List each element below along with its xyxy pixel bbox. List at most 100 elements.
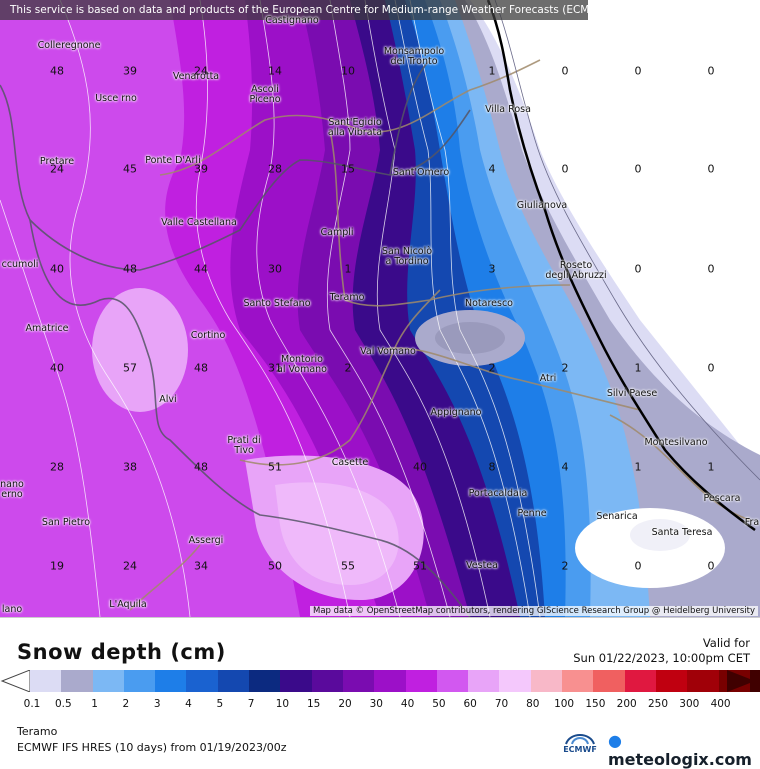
snow-depth-value: 48	[123, 262, 137, 276]
place-label: San Pietro	[41, 517, 91, 528]
place-label: Notaresco	[465, 298, 513, 309]
color-swatch	[92, 670, 124, 692]
color-swatch	[311, 670, 343, 692]
snow-depth-value: 3	[488, 262, 496, 276]
snow-depth-value: 48	[194, 460, 208, 474]
tick-label: 60	[463, 698, 477, 710]
place-label: Teramo	[329, 292, 365, 303]
place-label: Santo Stefano	[243, 298, 311, 309]
snow-depth-value: 0	[707, 162, 715, 176]
tick-label: 400	[710, 698, 731, 710]
snow-depth-value: 1	[488, 64, 496, 78]
place-label: Pretare	[39, 156, 75, 167]
snow-depth-value: 34	[194, 559, 208, 573]
snow-depth-value: 4	[561, 460, 569, 474]
snow-depth-value: 28	[268, 162, 282, 176]
tick-label: 1	[91, 698, 98, 710]
snow-depth-value: 24	[194, 64, 208, 78]
snow-depth-value: 24	[123, 559, 137, 573]
place-label: Sant'Omero	[392, 167, 450, 178]
legend-panel: Snow depth (cm) Valid for Sun 01/22/2023…	[0, 617, 760, 769]
ecmwf-logo-icon	[565, 734, 595, 745]
color-swatch	[374, 670, 406, 692]
place-label: Assergi	[188, 535, 224, 546]
tick-label: 70	[494, 698, 509, 710]
snow-depth-value: 0	[561, 64, 569, 78]
color-swatch	[562, 670, 594, 692]
place-label: Campli	[320, 227, 354, 238]
tick-label: 0.1	[23, 698, 41, 710]
place-label: Usce rno	[95, 93, 137, 104]
color-swatch	[624, 670, 656, 692]
place-label: Valle Castellana	[161, 217, 237, 228]
place-label: L'Aquila	[109, 599, 147, 610]
place-label: Vestea	[466, 560, 498, 571]
color-swatch	[687, 670, 719, 692]
meteologix-brand[interactable]: ● meteologix.com	[608, 731, 760, 769]
snow-depth-value: 0	[634, 162, 642, 176]
snow-depth-field	[0, 0, 760, 617]
color-scale	[30, 670, 760, 692]
place-label: Colleregnone	[37, 40, 101, 51]
snow-depth-value: 0	[707, 361, 715, 375]
place-label: Santa Teresa	[651, 527, 713, 538]
color-swatch	[499, 670, 531, 692]
snow-depth-value: 2	[488, 361, 496, 375]
tick-label: 30	[369, 698, 383, 710]
place-label: Giulianova	[516, 200, 568, 211]
color-swatch	[217, 670, 250, 692]
tick-label: 40	[400, 698, 415, 710]
snow-depth-value: 51	[413, 559, 427, 573]
place-label: Castignano	[265, 15, 319, 26]
tick-label: 20	[338, 698, 352, 710]
snow-depth-value: 1	[634, 361, 642, 375]
place-label: Roseto degli Abruzzi	[545, 260, 607, 281]
place-label: Monsampolo del Tronto	[383, 46, 445, 67]
place-label: Alvi	[159, 394, 177, 405]
tick-label: 200	[616, 698, 637, 710]
legend-right-arrow-icon	[727, 670, 755, 692]
place-label: Venarotta	[172, 71, 220, 82]
snow-depth-value: 48	[50, 64, 64, 78]
valid-time: Sun 01/22/2023, 10:00pm CET	[573, 651, 750, 665]
legend-title: Snow depth (cm)	[17, 640, 226, 664]
tick-label: 3	[153, 698, 161, 710]
snow-depth-value: 50	[268, 559, 282, 573]
tick-label: 2	[122, 698, 130, 710]
snow-depth-value: 15	[341, 162, 355, 176]
snow-depth-value: 51	[268, 460, 282, 474]
snow-depth-value: 57	[123, 361, 137, 375]
legend-left-arrow-icon	[0, 670, 30, 692]
snow-depth-value: 45	[123, 162, 137, 176]
ecmwf-logo-text: ECMWF	[563, 745, 597, 754]
place-label: Amatrice	[25, 323, 69, 334]
snow-depth-value: 0	[634, 262, 642, 276]
snow-depth-value: 48	[194, 361, 208, 375]
map-view[interactable]: This service is based on data and produc…	[0, 0, 760, 617]
place-label: lano	[1, 604, 23, 615]
snow-depth-value: 0	[561, 162, 569, 176]
snow-depth-value: 14	[268, 64, 282, 78]
tick-label: 250	[647, 698, 669, 710]
tick-label: 300	[679, 698, 700, 710]
tick-label: 15	[307, 698, 321, 710]
place-label: Montesilvano	[644, 437, 708, 448]
place-label: Ascoli Piceno	[249, 84, 281, 105]
snow-depth-value: 4	[488, 162, 496, 176]
snow-depth-value: 2	[561, 559, 569, 573]
color-swatch	[530, 670, 563, 692]
snow-depth-value: 2	[344, 361, 352, 375]
tick-label: 5	[216, 698, 224, 710]
color-swatch	[280, 670, 312, 692]
color-swatch	[655, 670, 688, 692]
place-label: ccumoli	[1, 259, 39, 270]
place-label: Appignano	[430, 407, 482, 418]
snow-depth-value: 55	[341, 559, 355, 573]
snow-depth-value: 31	[268, 361, 282, 375]
tick-label: 7	[247, 698, 255, 710]
place-label: Cortino	[190, 330, 226, 341]
place-label: nano erno	[0, 479, 24, 500]
tick-label: 4	[185, 698, 192, 710]
snow-depth-value: 0	[707, 262, 715, 276]
snow-depth-value: 28	[50, 460, 64, 474]
